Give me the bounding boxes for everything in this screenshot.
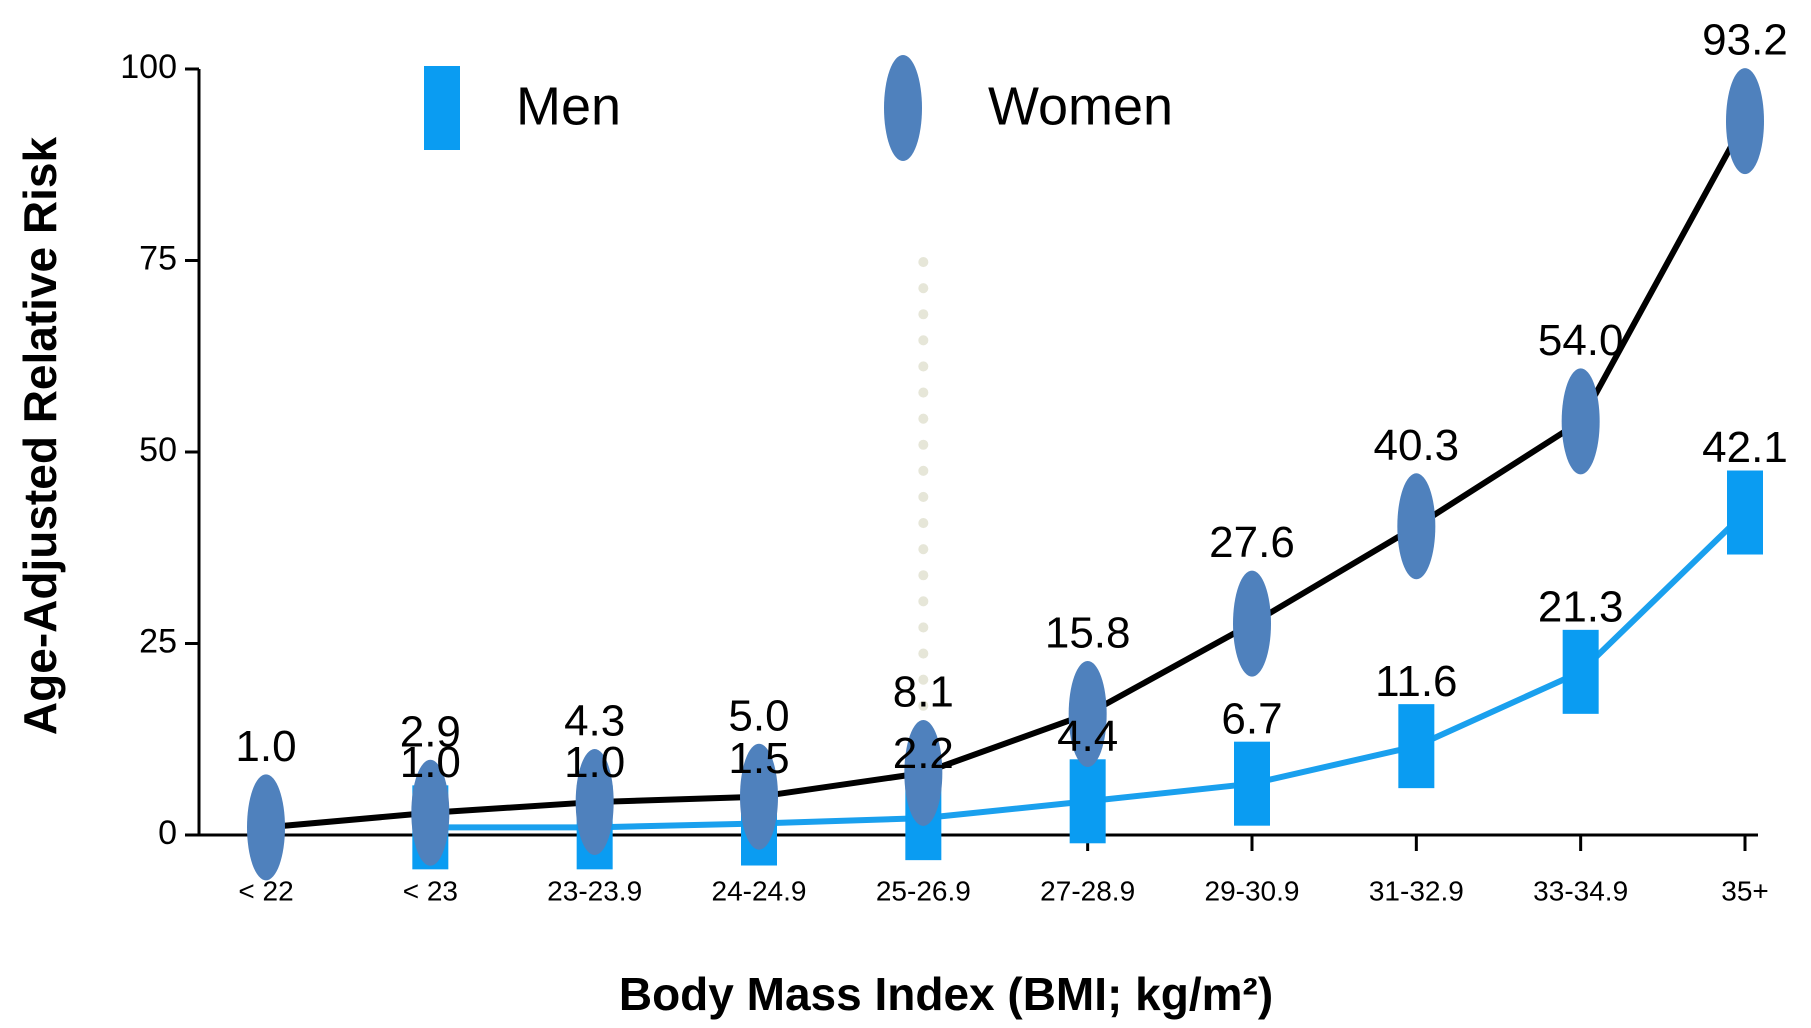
data-label: 2.2 bbox=[893, 729, 954, 778]
data-label: 15.8 bbox=[1045, 609, 1131, 658]
data-point bbox=[1398, 704, 1435, 789]
data-point bbox=[740, 743, 778, 850]
data-point bbox=[247, 774, 285, 881]
x-tick-label: 23-23.9 bbox=[547, 875, 642, 906]
data-point bbox=[411, 759, 450, 866]
x-tick-label: 33-34.9 bbox=[1533, 875, 1628, 906]
data-label: 1.0 bbox=[564, 738, 625, 787]
x-tick-label: 27-28.9 bbox=[1040, 875, 1135, 906]
legend-label: Men bbox=[516, 76, 621, 136]
data-point bbox=[1069, 759, 1106, 844]
data-point bbox=[1562, 629, 1599, 714]
data-label: 40.3 bbox=[1374, 421, 1460, 470]
data-point bbox=[904, 719, 943, 826]
data-point bbox=[1234, 741, 1270, 826]
data-point bbox=[1233, 570, 1271, 677]
data-label: 1.0 bbox=[400, 738, 461, 787]
data-label: 54.0 bbox=[1538, 316, 1624, 365]
y-tick-label: 75 bbox=[139, 239, 177, 277]
data-label: 93.2 bbox=[1702, 16, 1788, 65]
legend-label: Women bbox=[988, 76, 1173, 136]
y-tick-label: 100 bbox=[120, 48, 177, 86]
x-axis-title: Body Mass Index (BMI; kg/m²) bbox=[619, 968, 1273, 1020]
x-tick-label: < 22 bbox=[238, 875, 293, 906]
data-label: 27.6 bbox=[1209, 518, 1295, 567]
x-tick-label: 29-30.9 bbox=[1205, 875, 1300, 906]
data-point bbox=[575, 749, 614, 856]
data-label: 21.3 bbox=[1538, 582, 1624, 631]
data-label: 5.0 bbox=[728, 691, 789, 740]
x-tick-label: 35+ bbox=[1721, 875, 1769, 906]
data-label: 4.3 bbox=[564, 697, 625, 746]
data-label: 42.1 bbox=[1702, 423, 1788, 472]
data-label: 6.7 bbox=[1221, 694, 1282, 743]
data-label: 4.4 bbox=[1057, 712, 1118, 761]
y-tick-label: 25 bbox=[139, 622, 177, 660]
y-tick-label: 50 bbox=[139, 431, 177, 469]
y-axis-title: Age-Adjusted Relative Risk bbox=[14, 137, 66, 736]
data-label: 1.5 bbox=[728, 734, 789, 783]
legend-marker bbox=[424, 66, 460, 150]
data-point bbox=[1397, 473, 1436, 580]
x-tick-label: < 23 bbox=[403, 875, 458, 906]
x-tick-label: 31-32.9 bbox=[1369, 875, 1464, 906]
data-label: 1.0 bbox=[235, 722, 296, 771]
data-point bbox=[1068, 660, 1107, 767]
y-tick-label: 0 bbox=[158, 814, 177, 852]
x-tick-label: 24-24.9 bbox=[712, 875, 807, 906]
data-label: 8.1 bbox=[893, 668, 954, 717]
data-point bbox=[1727, 470, 1763, 555]
data-label: 11.6 bbox=[1375, 657, 1457, 706]
series-line bbox=[265, 119, 1748, 831]
data-label: 2.9 bbox=[400, 707, 461, 756]
legend-marker bbox=[884, 55, 922, 161]
data-point bbox=[1561, 368, 1600, 475]
x-tick-label: 25-26.9 bbox=[876, 875, 971, 906]
data-point bbox=[1726, 68, 1764, 175]
